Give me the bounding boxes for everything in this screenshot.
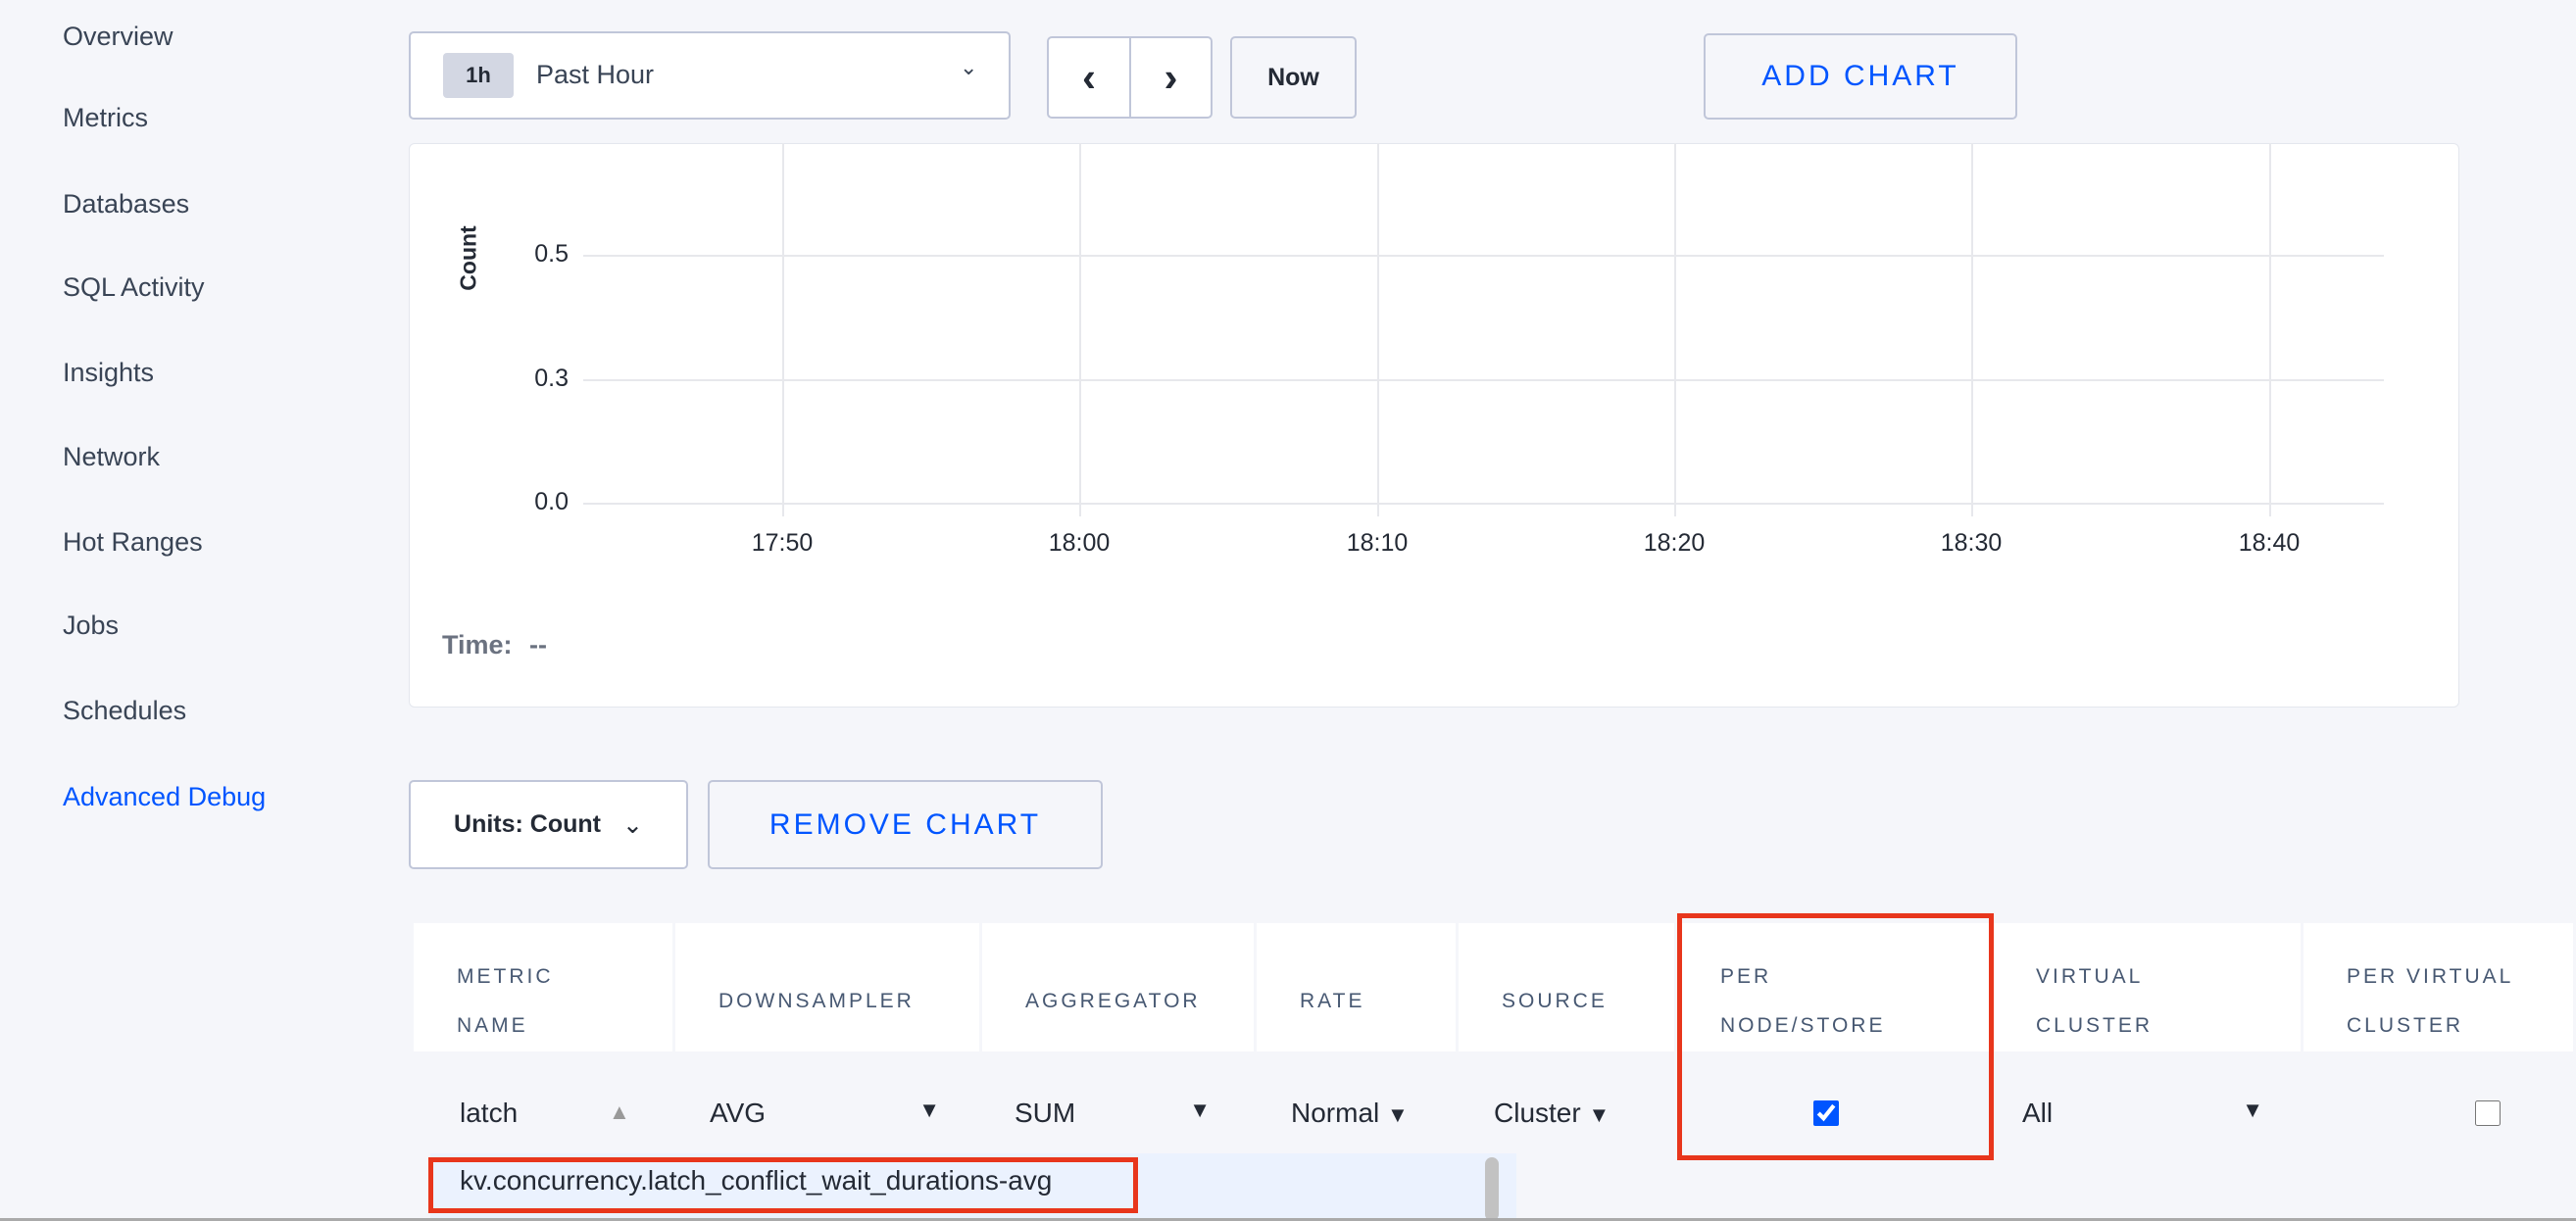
time-label: Past Hour [536, 60, 655, 89]
chevron-down-icon: ⌄ [960, 55, 978, 79]
column-header-line: METRIC [457, 965, 554, 988]
virtual-cluster-value: All [2022, 1098, 2054, 1128]
per-virtual-cluster-checkbox[interactable] [2475, 1100, 2501, 1126]
aggregator-select[interactable]: SUM ▼ [1015, 1098, 1211, 1129]
metric-input-value: latch [460, 1098, 519, 1128]
column-header: PER VIRTUAL CLUSTER [2304, 923, 2573, 1051]
sidebar-item-hot-ranges[interactable]: Hot Ranges [63, 527, 203, 557]
column-header-line: PER [1720, 965, 1772, 988]
suggestion-item[interactable]: kv.concurrency.latch_conflict_wait_durat… [460, 1165, 1053, 1196]
column-header-line: CLUSTER [2036, 1014, 2154, 1037]
bottom-divider [0, 1218, 2576, 1221]
time-range-select[interactable]: 1h Past Hour ⌄ [409, 31, 1011, 120]
y-axis-label: Count [455, 225, 481, 291]
x-tick-label: 18:20 [1643, 529, 1706, 557]
x-tick-label: 18:30 [1940, 529, 2003, 557]
time-readout-label: Time: [442, 630, 513, 659]
column-header-line: NODE/STORE [1720, 1014, 1886, 1037]
x-tick-label: 18:10 [1346, 529, 1409, 557]
sidebar-item-network[interactable]: Network [63, 442, 161, 471]
highlight-suggestion [428, 1157, 1138, 1213]
sidebar-item-advanced-debug[interactable]: Advanced Debug [63, 782, 267, 811]
column-header-line: CLUSTER [2347, 1014, 2464, 1037]
units-select[interactable]: Units: Count ⌄ [409, 780, 688, 869]
column-header: SOURCE [1459, 923, 1674, 1051]
gridline-v [1674, 143, 1676, 516]
gridline-h [583, 255, 2384, 257]
chevron-down-icon: ⌄ [622, 810, 643, 839]
time-readout: Time: -- [442, 630, 547, 660]
caret-down-icon: ▼ [2242, 1098, 2263, 1122]
column-header-line: VIRTUAL [2036, 965, 2144, 988]
y-tick-label: 0.5 [534, 240, 569, 268]
column-header-line: AGGREGATOR [1025, 990, 1201, 1012]
caret-down-icon: ▼ [918, 1098, 940, 1122]
chart-panel [409, 143, 2459, 708]
column-header: VIRTUAL CLUSTER [1993, 923, 2301, 1051]
gridline-v [782, 143, 784, 516]
column-header-line: PER VIRTUAL [2347, 965, 2514, 988]
remove-chart-button[interactable]: REMOVE CHART [708, 780, 1103, 869]
column-header: PER NODE/STORE [1677, 923, 1990, 1051]
column-header: RATE [1257, 923, 1456, 1051]
y-tick-label: 0.0 [534, 488, 569, 515]
time-badge: 1h [443, 53, 514, 98]
gridline-h [583, 503, 2384, 505]
rate-select[interactable]: Normal ▼ [1291, 1098, 1409, 1129]
downsampler-value: AVG [710, 1098, 767, 1128]
gridline-v [2269, 143, 2271, 516]
sidebar-item-sql-activity[interactable]: SQL Activity [63, 272, 205, 302]
column-header: DOWNSAMPLER [675, 923, 979, 1051]
time-nav: ‹ › [1047, 36, 1213, 119]
x-tick-label: 18:40 [2238, 529, 2301, 557]
sidebar-item-schedules[interactable]: Schedules [63, 696, 187, 725]
metric-name-input[interactable]: latch ▲ [460, 1098, 630, 1129]
sidebar-item-overview[interactable]: Overview [63, 22, 173, 51]
caret-down-icon: ▼ [1189, 1098, 1211, 1122]
gridline-v [1971, 143, 1973, 516]
gridline-v [1377, 143, 1379, 516]
gridline-v [1079, 143, 1081, 516]
now-button[interactable]: Now [1230, 36, 1357, 119]
units-label: Units: Count [454, 810, 601, 838]
aggregator-value: SUM [1015, 1098, 1076, 1128]
chevron-right-icon[interactable]: › [1164, 54, 1178, 100]
column-header: AGGREGATOR [982, 923, 1254, 1051]
column-header-line: SOURCE [1502, 990, 1608, 1012]
column-header-line: DOWNSAMPLER [718, 990, 915, 1012]
highlight-per-node-store [1677, 913, 1994, 1160]
sidebar-item-metrics[interactable]: Metrics [63, 103, 148, 132]
caret-down-icon: ▼ [1588, 1102, 1610, 1127]
caret-down-icon: ▼ [1387, 1102, 1409, 1127]
column-header-line: NAME [457, 1014, 528, 1037]
x-tick-label: 17:50 [751, 529, 814, 557]
column-header: METRIC NAME [414, 923, 672, 1051]
dropdown-scrollbar[interactable] [1485, 1157, 1499, 1221]
sidebar-item-databases[interactable]: Databases [63, 189, 190, 219]
rate-value: Normal [1291, 1098, 1380, 1128]
sidebar-item-jobs[interactable]: Jobs [63, 610, 120, 640]
per-node-store-checkbox[interactable] [1813, 1100, 1839, 1126]
time-readout-value: -- [529, 630, 548, 659]
gridline-h [583, 379, 2384, 381]
downsampler-select[interactable]: AVG ▼ [710, 1098, 940, 1129]
column-header-line: RATE [1300, 990, 1365, 1012]
caret-up-icon: ▲ [609, 1099, 630, 1124]
source-value: Cluster [1494, 1098, 1581, 1128]
sidebar-item-insights[interactable]: Insights [63, 358, 155, 387]
add-chart-button[interactable]: ADD CHART [1704, 33, 2017, 120]
source-select[interactable]: Cluster ▼ [1494, 1098, 1610, 1129]
y-tick-label: 0.3 [534, 365, 569, 392]
chevron-left-icon[interactable]: ‹ [1049, 38, 1131, 117]
x-tick-label: 18:00 [1048, 529, 1111, 557]
virtual-cluster-select[interactable]: All ▼ [2022, 1098, 2263, 1129]
